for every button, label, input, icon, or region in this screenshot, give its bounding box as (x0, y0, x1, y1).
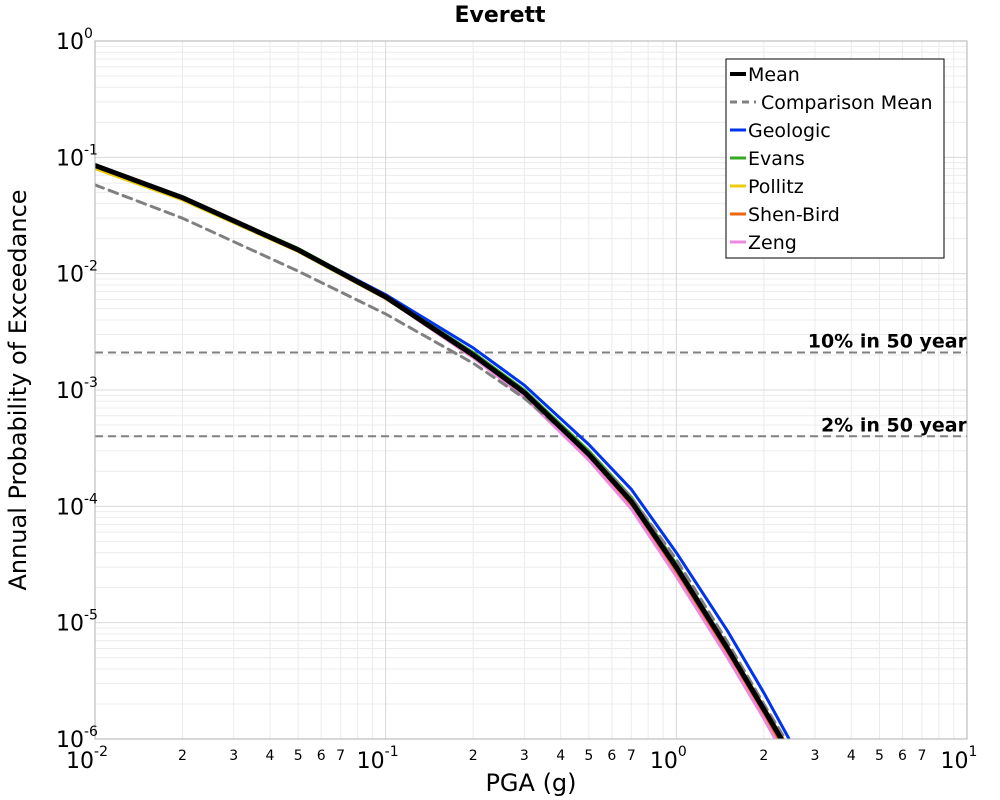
x-minor-tick-label: 2 (469, 748, 478, 764)
y-axis-ticks: 100 10-1 10-2 10-3 10-4 10-5 10-6 (56, 26, 98, 753)
x-minor-tick-label: 3 (811, 748, 820, 764)
legend-label: Pollitz (748, 176, 804, 198)
x-major-tick-label: 100 (650, 744, 687, 774)
x-minor-tick-label: 3 (229, 748, 238, 764)
x-minor-tick-label: 7 (918, 748, 927, 764)
x-minor-tick-label: 2 (178, 748, 187, 764)
chart-title: Everett (454, 3, 546, 28)
series-line (95, 164, 782, 739)
series-line (95, 164, 777, 739)
y-major-tick-label: 100 (56, 26, 93, 55)
series-line (95, 167, 786, 739)
legend-label: Evans (748, 148, 805, 170)
plot-frame (94, 40, 968, 740)
reference-line-label: 2% in 50 year (821, 414, 968, 436)
x-major-tick-label: 101 (941, 744, 978, 774)
y-axis-title: Annual Probability of Exceedance (4, 189, 32, 590)
x-minor-tick-label: 5 (875, 748, 884, 764)
series-line (95, 164, 780, 739)
y-major-tick-label: 10-6 (56, 724, 98, 753)
x-minor-tick-label: 2 (759, 748, 768, 764)
series-line (95, 163, 785, 739)
x-axis-title: PGA (g) (485, 769, 576, 797)
legend-label: Zeng (748, 232, 797, 254)
x-major-tick-label: 10-2 (66, 744, 108, 774)
x-minor-tick-label: 3 (520, 748, 529, 764)
x-minor-tick-label: 7 (627, 748, 636, 764)
reference-lines: 10% in 50 year 2% in 50 year (95, 331, 968, 438)
y-major-tick-label: 10-1 (56, 142, 98, 171)
legend-label: Shen-Bird (748, 204, 840, 226)
legend-box (725, 58, 945, 259)
x-minor-tick-label: 4 (847, 748, 856, 764)
y-major-tick-label: 10-3 (56, 375, 98, 404)
x-minor-tick-label: 6 (317, 748, 326, 764)
x-minor-tick-label: 6 (607, 748, 616, 764)
x-minor-tick-label: 5 (294, 748, 303, 764)
x-minor-tick-label: 5 (584, 748, 593, 764)
x-minor-tick-label: 6 (898, 748, 907, 764)
y-major-tick-label: 10-2 (56, 259, 98, 288)
series-line (95, 183, 787, 739)
legend-label: Comparison Mean (761, 92, 933, 114)
reference-line-label: 10% in 50 year (808, 331, 968, 353)
series-layer (95, 163, 791, 739)
legend: Mean Comparison Mean Geologic Evans Pollitz S… (725, 58, 945, 259)
y-major-tick-label: 10-4 (56, 491, 98, 520)
legend-label: Mean (748, 64, 800, 86)
y-major-tick-label: 10-5 (56, 608, 98, 637)
x-minor-tick-label: 7 (336, 748, 345, 764)
x-minor-tick-label: 4 (266, 748, 275, 764)
legend-label: Geologic (748, 120, 831, 142)
x-minor-tick-label: 4 (556, 748, 565, 764)
x-major-tick-label: 10-1 (357, 744, 399, 774)
